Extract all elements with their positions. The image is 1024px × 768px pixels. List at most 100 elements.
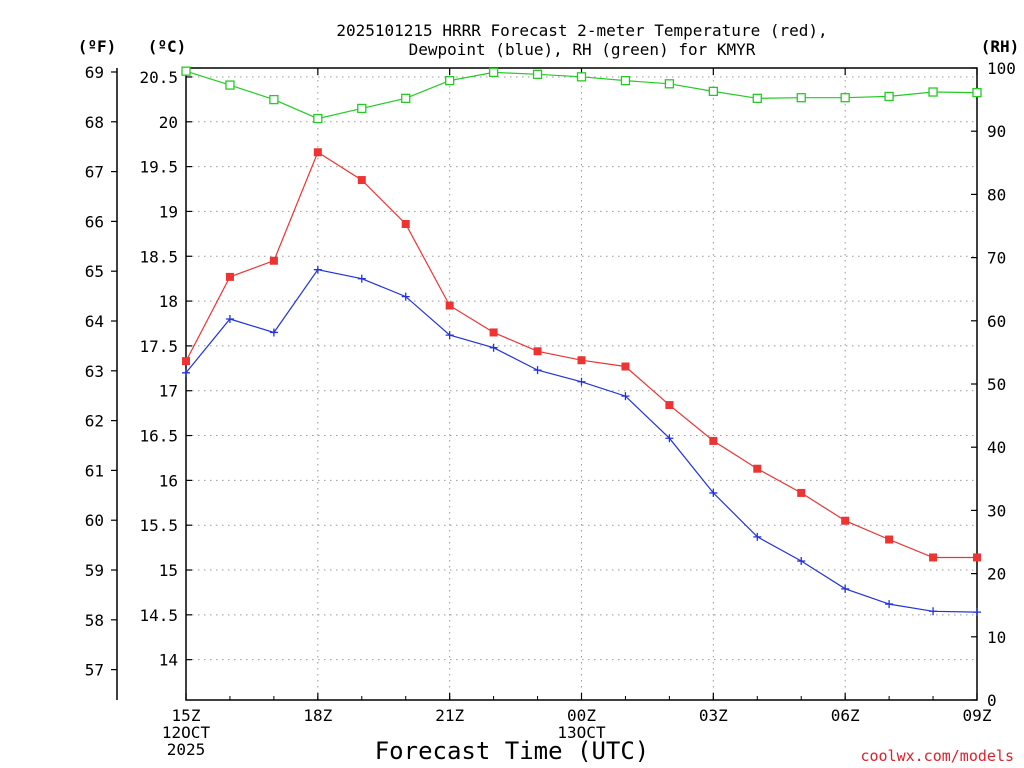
time-tick-label: 03Z (699, 706, 728, 725)
dewpoint-point (357, 274, 366, 283)
dewpoint-point (489, 343, 498, 352)
chart-title-line-2: Dewpoint (blue), RH (green) for KMYR (409, 40, 756, 59)
rh-markers (181, 66, 982, 124)
dewpoint-markers (182, 265, 981, 617)
rh-tick-label: 100 (987, 59, 1016, 78)
dewpoint-point (401, 292, 410, 301)
fahrenheit-tick-label: 63 (85, 362, 104, 381)
rh-point (620, 75, 631, 86)
celsius-tick-label: 18 (159, 292, 178, 311)
dewpoint-point (445, 331, 454, 340)
time-tick-label: 09Z (963, 706, 992, 725)
celsius-tick-label: 18.5 (139, 247, 178, 266)
temperature-point (709, 436, 718, 445)
fahrenheit-tick-label: 57 (85, 661, 104, 680)
dewpoint-point (225, 315, 234, 324)
celsius-tick-label: 20.5 (139, 68, 178, 87)
celsius-tick-label: 19.5 (139, 158, 178, 177)
fahrenheit-tick-label: 61 (85, 461, 104, 480)
time-tick-label: 18Z (303, 706, 332, 725)
celsius-tick-label: 17 (159, 382, 178, 401)
temperature-point (797, 488, 806, 497)
temperature-point (357, 176, 366, 185)
chart-title-line-1: 2025101215 HRRR Forecast 2-meter Tempera… (336, 21, 827, 40)
rh-point (884, 91, 894, 102)
rh-point (796, 93, 806, 103)
rh-tick-label: 30 (987, 501, 1006, 520)
rh-point (840, 93, 850, 103)
data-series (181, 66, 982, 617)
rh-point (313, 113, 323, 124)
temperature-point (841, 516, 850, 525)
rh-tick-label: 20 (987, 565, 1006, 584)
temperature-markers (182, 148, 981, 562)
fahrenheit-axis-header: (ºF) (78, 37, 117, 56)
temperature-point (577, 356, 586, 365)
temperature-point (445, 301, 454, 310)
celsius-tick-label: 14 (159, 651, 178, 670)
rh-point (401, 93, 411, 103)
fahrenheit-tick-label: 65 (85, 262, 104, 281)
temperature-point (753, 464, 762, 473)
temperature-point (313, 148, 322, 157)
fahrenheit-tick-label: 64 (85, 312, 104, 331)
rh-tick-label: 0 (987, 691, 997, 710)
temperature-point (929, 553, 938, 562)
temperature-point (269, 256, 278, 265)
dewpoint-point (621, 392, 630, 401)
dewpoint-point (577, 377, 586, 386)
rh-axis-header: (RH) (981, 37, 1020, 56)
rh-point (752, 93, 762, 103)
fahrenheit-tick-label: 66 (85, 212, 104, 231)
rh-point (532, 69, 543, 79)
time-tick-label: 21Z (435, 706, 464, 725)
rh-point (488, 67, 499, 78)
dewpoint-point (665, 434, 674, 443)
temperature-point (225, 272, 234, 281)
temperature-point (489, 328, 498, 337)
temperature-point (973, 553, 981, 562)
rh-tick-label: 60 (987, 312, 1006, 331)
celsius-axis-header: (ºC) (148, 37, 187, 56)
fahrenheit-tick-label: 62 (85, 412, 104, 431)
rh-point (181, 66, 191, 76)
temperature-point (665, 401, 674, 410)
dewpoint-point (885, 600, 894, 609)
time-tick-label: 00Z (567, 706, 596, 725)
dewpoint-point (313, 265, 322, 274)
time-tick-label: 2025 (167, 740, 206, 759)
rh-point (708, 86, 718, 97)
dewpoint-point (797, 557, 806, 566)
celsius-tick-label: 16.5 (139, 427, 178, 446)
rh-point (357, 103, 367, 114)
rh-point (269, 94, 279, 105)
celsius-tick-label: 15.5 (139, 516, 178, 535)
rh-point (576, 72, 587, 82)
temperature-point (401, 219, 410, 228)
celsius-tick-label: 19 (159, 202, 178, 221)
rh-tick-label: 90 (987, 122, 1006, 141)
temperature-point (621, 362, 630, 371)
dewpoint-point (182, 368, 190, 377)
dewpoint-point (929, 607, 938, 616)
fahrenheit-tick-label: 58 (85, 611, 104, 630)
time-tick-label: 13OCT (557, 723, 606, 742)
x-axis-title: Forecast Time (UTC) (375, 737, 650, 765)
rh-tick-label: 40 (987, 438, 1006, 457)
dewpoint-point (841, 584, 850, 593)
temperature-point (182, 357, 190, 366)
time-tick-label: 06Z (831, 706, 860, 725)
time-tick-label: 15Z (172, 706, 201, 725)
rh-tick-label: 50 (987, 375, 1006, 394)
rh-tick-label: 80 (987, 185, 1006, 204)
tick-labels: 14 14.5 15 15.5 16 16.5 17 17.5 18 18.5 19 19.5 20 20… (85, 59, 1016, 759)
dewpoint-point (973, 608, 981, 617)
dewpoint-point (753, 532, 762, 541)
credit-link[interactable]: coolwx.com/models (860, 747, 1014, 765)
fahrenheit-tick-label: 68 (85, 113, 104, 132)
dewpoint-point (709, 488, 718, 497)
fahrenheit-tick-label: 69 (85, 63, 104, 82)
rh-point (445, 75, 455, 86)
fahrenheit-tick-label: 59 (85, 561, 104, 580)
